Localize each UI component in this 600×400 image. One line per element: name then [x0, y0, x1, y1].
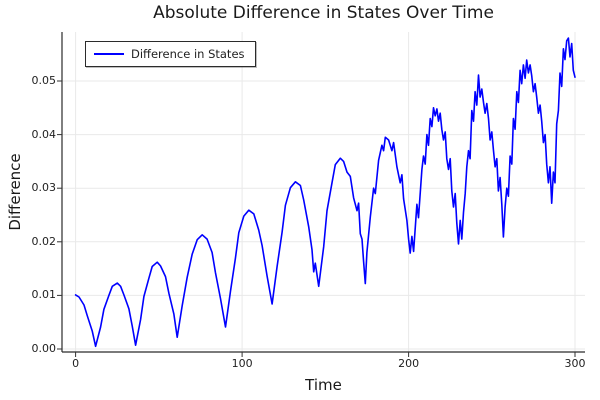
y-tick-label: 0.05	[31, 74, 57, 87]
y-axis-label: Difference	[6, 153, 24, 231]
chart-title: Absolute Difference in States Over Time	[153, 3, 494, 23]
legend-line-sample	[94, 53, 124, 55]
x-tick-label: 300	[564, 357, 586, 370]
x-tick-label: 100	[231, 357, 253, 370]
y-tick-label: 0.01	[31, 288, 57, 302]
y-tick-label: 0.03	[31, 181, 57, 195]
x-tick-label: 200	[398, 357, 420, 370]
y-tick-label: 0.02	[31, 234, 57, 248]
series-line	[74, 37, 576, 348]
legend: Difference in States	[85, 41, 256, 67]
x-tick-label: 0	[72, 357, 80, 370]
y-tick-label: 0.00	[31, 342, 57, 355]
y-tick-label: 0.04	[31, 127, 57, 141]
x-axis-label: Time	[305, 376, 342, 394]
legend-entry-label: Difference in States	[131, 47, 245, 61]
